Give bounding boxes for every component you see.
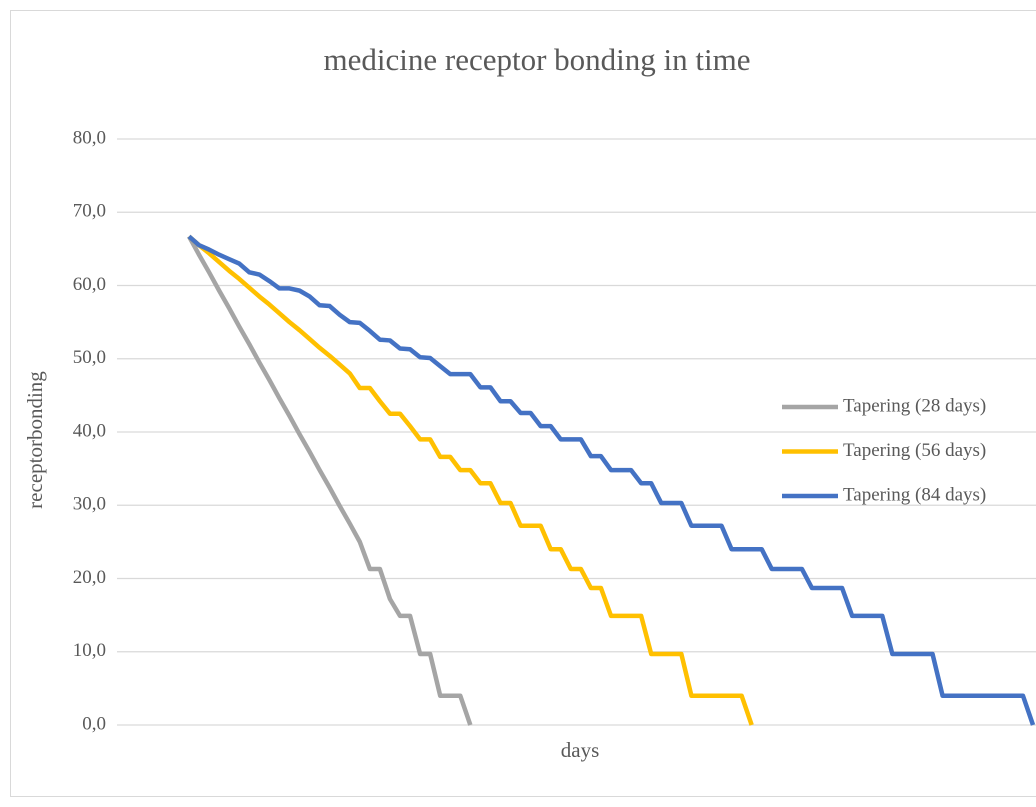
series-line [187,234,1036,726]
y-tick-label: 60,0 [73,274,106,295]
y-tick-label: 50,0 [73,347,106,368]
legend-label: Tapering (56 days) [843,440,986,461]
series-line [187,235,473,726]
y-tick-label: 20,0 [73,567,106,588]
y-tick-label: 0,0 [82,713,106,734]
legend-label: Tapering (84 days) [843,484,986,505]
chart-title: medicine receptor bonding in time [324,42,751,77]
y-axis-label: receptorbonding [23,371,47,509]
y-tick-label: 30,0 [73,494,106,515]
y-tick-label: 70,0 [73,201,106,222]
series-line [187,234,754,726]
y-tick-label: 80,0 [73,127,106,148]
y-tick-label: 10,0 [73,640,106,661]
legend-label: Tapering (28 days) [843,395,986,416]
x-axis-label: days [561,738,600,762]
chart-border [10,10,1036,797]
y-tick-label: 40,0 [73,420,106,441]
